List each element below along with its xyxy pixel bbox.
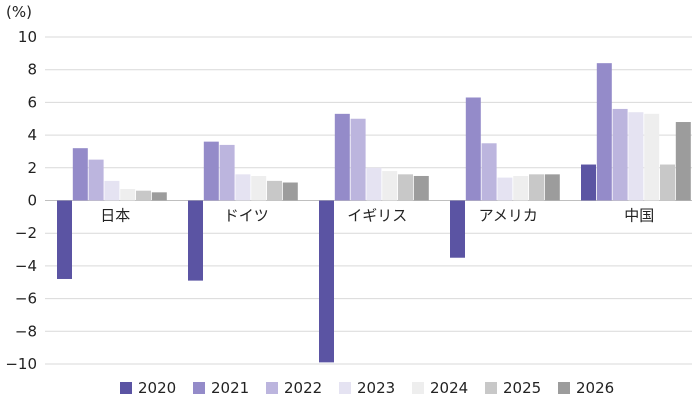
bar-2021-3 (465, 97, 481, 201)
category-labels: 日本 ドイツ イギリス アメリカ 中国 (100, 207, 654, 225)
y-tick-label: −6 (15, 290, 37, 308)
bar-2020-0 (57, 200, 72, 279)
bar-2020-1 (188, 200, 203, 281)
y-tick-label: −10 (5, 355, 37, 373)
bar-2023-2 (366, 167, 382, 201)
bar-2022-3 (481, 143, 497, 201)
legend-swatch (558, 382, 570, 394)
bar-2024-2 (382, 171, 398, 201)
bar-2021-0 (72, 148, 88, 201)
bar-2023-3 (497, 177, 513, 201)
legend-label: 2020 (138, 379, 176, 397)
category-label: ドイツ (224, 207, 269, 225)
legend-swatch (339, 382, 351, 394)
bar-2024-1 (251, 175, 267, 201)
legend-label: 2023 (357, 379, 395, 397)
y-unit-label: (%) (6, 3, 32, 21)
category-label: 中国 (624, 207, 654, 225)
y-tick-label: −8 (15, 322, 37, 340)
y-tick-label: −2 (15, 224, 37, 242)
bar-2024-0 (120, 189, 136, 201)
y-tick-label: 6 (27, 93, 37, 111)
bars (57, 63, 691, 363)
bar-2026-4 (675, 122, 691, 201)
y-axis-ticks: 10 8 6 4 2 0 −2 −4 −6 −8 −10 (5, 28, 37, 373)
bar-2020-3 (450, 200, 465, 258)
y-tick-label: 4 (27, 126, 37, 144)
legend-label: 2022 (284, 379, 322, 397)
y-tick-label: 10 (18, 28, 37, 46)
bar-2025-3 (529, 174, 544, 201)
bar-2023-0 (104, 180, 120, 201)
bar-2021-1 (203, 141, 219, 201)
bar-2022-2 (350, 118, 366, 201)
legend: 2020 2021 2022 2023 2024 2025 2026 (120, 379, 614, 397)
bar-2022-4 (612, 108, 628, 201)
bar-2022-0 (88, 159, 104, 201)
legend-label: 2024 (430, 379, 468, 397)
legend-label: 2021 (211, 379, 249, 397)
bar-2025-2 (398, 174, 413, 201)
bar-2023-1 (235, 174, 251, 201)
bar-2021-2 (334, 113, 350, 201)
legend-swatch (193, 382, 205, 394)
bar-2026-3 (544, 174, 560, 201)
bar-2020-2 (319, 200, 334, 363)
legend-swatch (266, 382, 278, 394)
bar-2025-1 (267, 180, 282, 201)
bar-2026-0 (151, 192, 167, 201)
legend-label: 2025 (503, 379, 541, 397)
bar-2022-1 (219, 144, 235, 201)
legend-swatch (412, 382, 424, 394)
bar-2020-4 (581, 164, 596, 201)
bar-2024-4 (644, 113, 660, 201)
category-label: 日本 (100, 207, 130, 225)
category-label: イギリス (347, 207, 407, 225)
y-tick-label: 2 (27, 159, 37, 177)
bar-2026-1 (282, 182, 298, 201)
bar-2025-0 (136, 190, 151, 201)
bar-2023-4 (628, 112, 644, 201)
bar-2021-4 (596, 63, 612, 201)
category-label: アメリカ (479, 207, 538, 225)
y-tick-label: −4 (15, 257, 37, 275)
bar-2026-2 (413, 175, 429, 201)
legend-swatch (485, 382, 497, 394)
y-tick-label: 0 (27, 192, 37, 210)
legend-swatch (120, 382, 132, 394)
legend-label: 2026 (576, 379, 614, 397)
bar-2025-4 (660, 164, 675, 201)
y-tick-label: 8 (27, 61, 37, 79)
bar-2024-3 (513, 175, 529, 201)
